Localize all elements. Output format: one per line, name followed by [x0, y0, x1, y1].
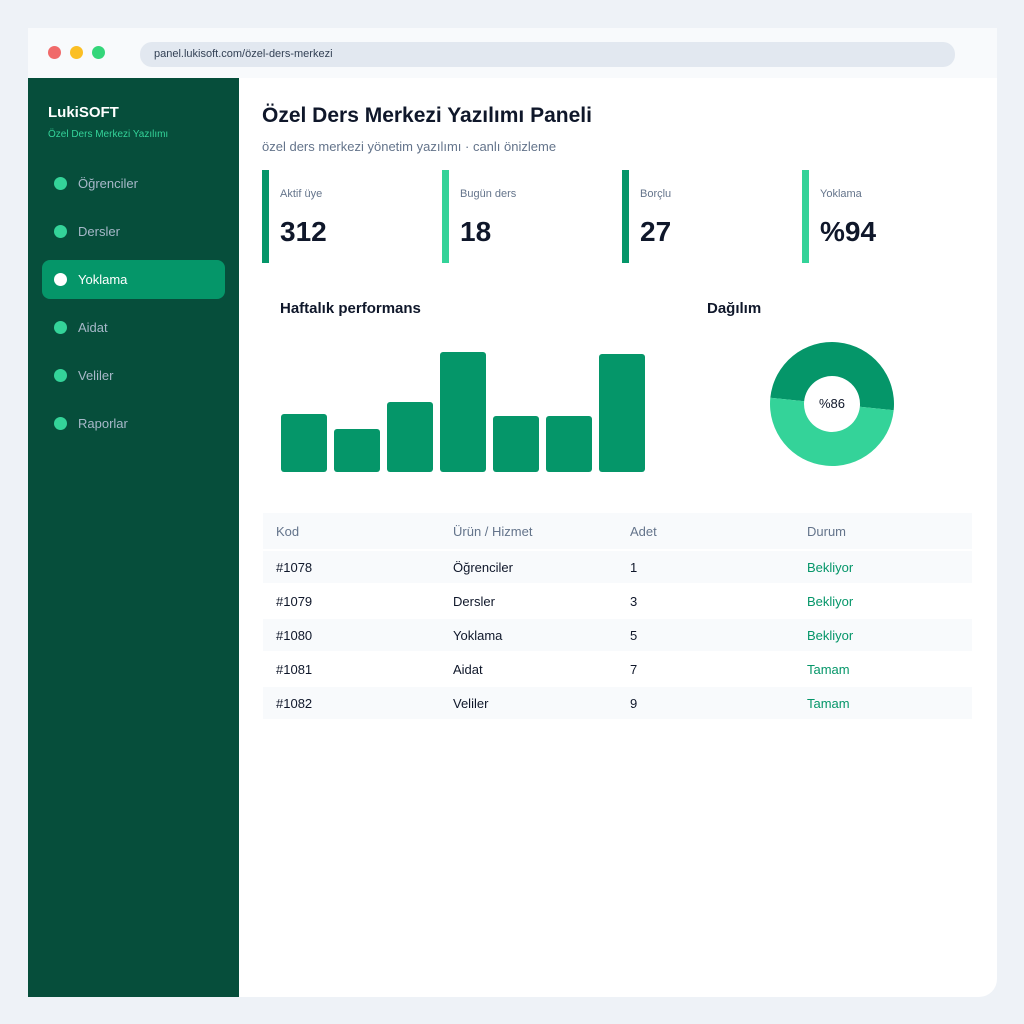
- stat-accent-bar: [802, 170, 809, 263]
- page-subtitle: özel ders merkezi yönetim yazılımı · can…: [262, 139, 557, 154]
- nav-dot-icon: [54, 177, 67, 190]
- cell-urun: Veliler: [453, 695, 489, 711]
- table-row[interactable]: #1080 Yoklama 5 Bekliyor: [263, 619, 972, 651]
- minimize-window-icon[interactable]: [70, 46, 83, 59]
- weekly-performance-chart: [280, 343, 660, 473]
- stat-accent-bar: [262, 170, 269, 263]
- stat-value: 18: [460, 216, 492, 247]
- table-body: #1078 Öğrenciler 1 Bekliyor #1079 Dersler 3 Bek…: [263, 551, 972, 719]
- app-window: panel.lukisoft.com/özel-ders-merkezi Luk…: [28, 28, 997, 997]
- cell-urun: Öğrenciler: [453, 559, 513, 575]
- bar-4[interactable]: [440, 352, 486, 472]
- bar-2[interactable]: [334, 429, 380, 472]
- cell-urun: Dersler: [453, 593, 495, 609]
- donut-center-label: %86: [818, 396, 846, 411]
- table-header: Kod Ürün / Hizmet Adet Durum: [263, 513, 972, 549]
- maximize-window-icon[interactable]: [92, 46, 105, 59]
- sidebar-item-label: Dersler: [78, 224, 120, 239]
- page-title: Özel Ders Merkezi Yazılımı Paneli: [262, 104, 592, 127]
- sidebar-item-ogrenciler[interactable]: Öğrenciler: [42, 164, 225, 203]
- sidebar-item-dersler[interactable]: Dersler: [42, 212, 225, 251]
- bar-3[interactable]: [387, 402, 433, 472]
- sidebar-item-label: Yoklama: [78, 272, 128, 287]
- bar-6[interactable]: [546, 416, 592, 472]
- sidebar: LukiSOFT Özel Ders Merkezi Yazılımı Öğre…: [28, 78, 239, 997]
- sidebar-nav: Öğrenciler Dersler Yoklama Aidat Veliler Rapo…: [42, 164, 225, 452]
- cell-kod: #1080: [276, 627, 313, 643]
- header-urun[interactable]: Ürün / Hizmet: [453, 523, 533, 539]
- cell-kod: #1078: [276, 559, 313, 575]
- header-adet[interactable]: Adet: [630, 523, 657, 539]
- cell-kod: #1079: [276, 593, 313, 609]
- stat-label: Borçlu: [640, 188, 672, 200]
- sidebar-item-label: Öğrenciler: [78, 176, 138, 191]
- cell-kod: #1081: [276, 661, 313, 677]
- orders-table: Kod Ürün / Hizmet Adet Durum #1078 Öğrenc…: [263, 513, 972, 719]
- bar-5[interactable]: [493, 416, 539, 472]
- stat-card: Aktif üye 312: [262, 170, 422, 263]
- status-badge: Tamam: [807, 661, 850, 677]
- main-content: Özel Ders Merkezi Yazılımı Paneli özel d…: [239, 78, 997, 997]
- status-badge: Bekliyor: [807, 559, 854, 575]
- sidebar-item-label: Veliler: [78, 368, 114, 383]
- cell-urun: Yoklama: [453, 627, 503, 643]
- stat-accent-bar: [442, 170, 449, 263]
- stat-value: 27: [640, 216, 672, 247]
- browser-titlebar: panel.lukisoft.com/özel-ders-merkezi: [28, 28, 997, 78]
- status-badge: Bekliyor: [807, 593, 854, 609]
- stat-card: Borçlu 27: [622, 170, 782, 263]
- table-row[interactable]: #1078 Öğrenciler 1 Bekliyor: [263, 551, 972, 583]
- stat-card: Yoklama %94: [802, 170, 962, 263]
- bar-7[interactable]: [599, 354, 645, 472]
- donut-slice-1[interactable]: [770, 342, 894, 411]
- stat-value: %94: [820, 216, 877, 247]
- table-row[interactable]: #1079 Dersler 3 Bekliyor: [263, 585, 972, 617]
- header-durum[interactable]: Durum: [807, 523, 847, 539]
- nav-dot-icon: [54, 369, 67, 382]
- cell-adet: 9: [630, 695, 638, 711]
- nav-dot-icon: [54, 417, 67, 430]
- close-window-icon[interactable]: [48, 46, 61, 59]
- stat-card: Bugün ders 18: [442, 170, 602, 263]
- sidebar-item-veliler[interactable]: Veliler: [42, 356, 225, 395]
- brand-name: LukiSOFT: [48, 104, 119, 121]
- table-row[interactable]: #1081 Aidat 7 Tamam: [263, 653, 972, 685]
- sidebar-item-aidat[interactable]: Aidat: [42, 308, 225, 347]
- donut-chart-title: Dağılım: [707, 300, 762, 317]
- header-kod[interactable]: Kod: [276, 523, 300, 539]
- sidebar-item-label: Raporlar: [78, 416, 128, 431]
- cell-adet: 3: [630, 593, 638, 609]
- stat-label: Yoklama: [820, 188, 862, 200]
- sidebar-item-label: Aidat: [78, 320, 108, 335]
- nav-dot-icon: [54, 225, 67, 238]
- stat-label: Bugün ders: [460, 188, 517, 200]
- table-row[interactable]: #1082 Veliler 9 Tamam: [263, 687, 972, 719]
- distribution-donut-chart: %86: [762, 334, 902, 474]
- cell-kod: #1082: [276, 695, 313, 711]
- stat-label: Aktif üye: [280, 188, 323, 200]
- address-bar[interactable]: panel.lukisoft.com/özel-ders-merkezi: [140, 42, 955, 67]
- bar-1[interactable]: [281, 414, 327, 472]
- donut-slice-2[interactable]: [770, 397, 894, 466]
- cell-adet: 5: [630, 627, 638, 643]
- sidebar-item-raporlar[interactable]: Raporlar: [42, 404, 225, 443]
- nav-dot-icon: [54, 321, 67, 334]
- stat-value: 312: [280, 216, 327, 247]
- sidebar-item-yoklama[interactable]: Yoklama: [42, 260, 225, 299]
- cell-adet: 1: [630, 559, 638, 575]
- brand-subtitle: Özel Ders Merkezi Yazılımı: [48, 129, 169, 140]
- nav-dot-icon: [54, 273, 67, 286]
- status-badge: Tamam: [807, 695, 850, 711]
- stat-accent-bar: [622, 170, 629, 263]
- cell-adet: 7: [630, 661, 638, 677]
- bar-chart-title: Haftalık performans: [280, 300, 421, 317]
- cell-urun: Aidat: [453, 661, 483, 677]
- status-badge: Bekliyor: [807, 627, 854, 643]
